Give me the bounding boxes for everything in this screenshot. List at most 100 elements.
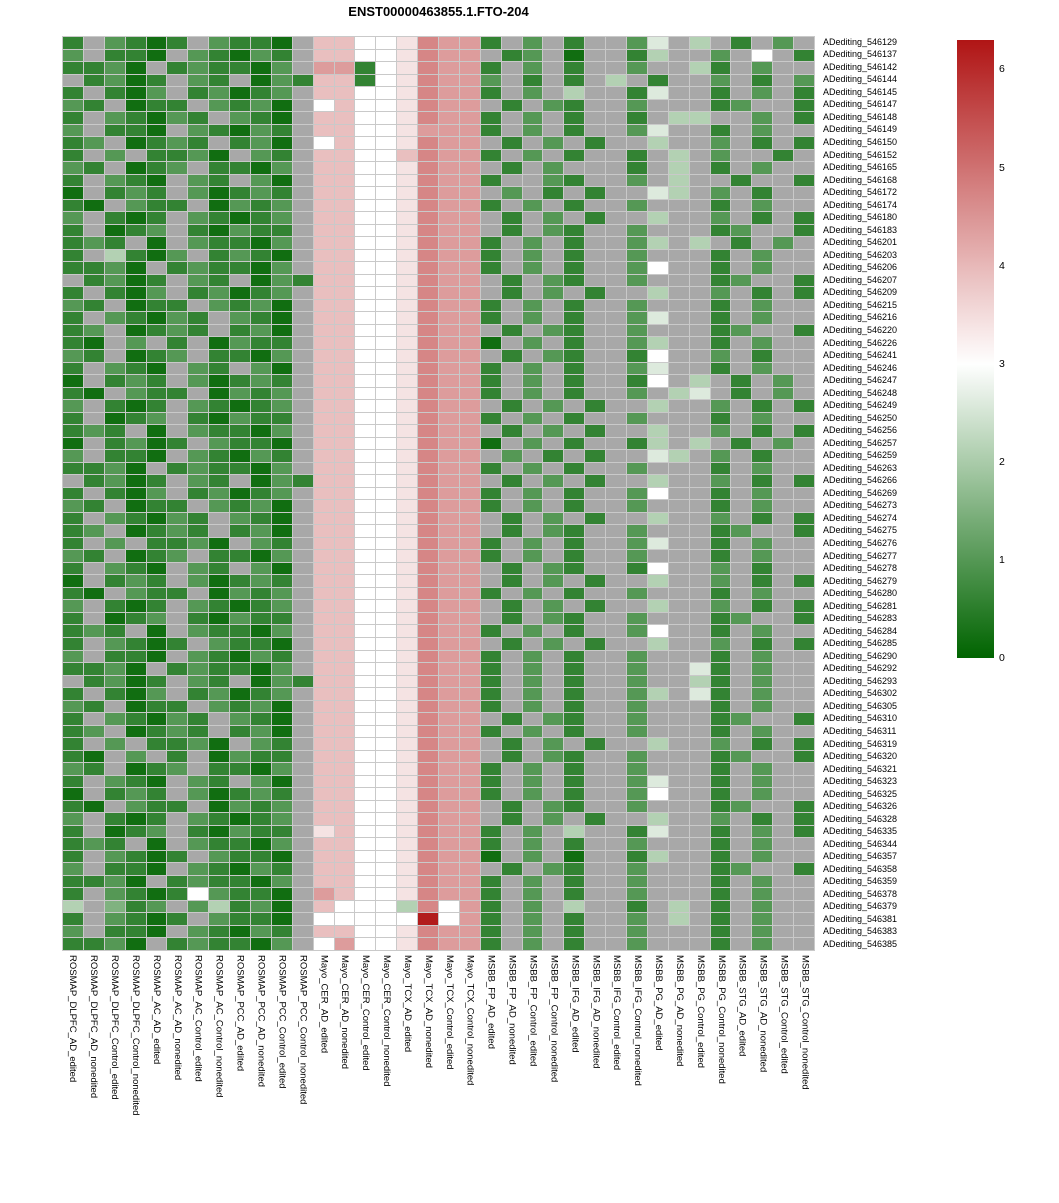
heatmap-cell bbox=[585, 537, 606, 550]
heatmap-cell bbox=[480, 788, 501, 800]
heatmap-cell bbox=[167, 425, 188, 437]
heatmap-cell bbox=[439, 562, 459, 575]
heatmap-cell bbox=[439, 913, 459, 925]
heatmap-cell bbox=[83, 199, 104, 212]
heatmap-cell bbox=[585, 137, 606, 149]
heatmap-cell bbox=[104, 224, 125, 237]
heatmap-cell bbox=[773, 750, 794, 763]
heatmap-cell bbox=[731, 913, 752, 925]
heatmap-cell bbox=[480, 375, 501, 387]
heatmap-cell bbox=[439, 324, 459, 337]
heatmap-cell bbox=[125, 87, 146, 99]
heatmap-cell bbox=[418, 287, 438, 299]
heatmap-cell bbox=[480, 87, 501, 99]
heatmap-cell bbox=[230, 738, 250, 750]
heatmap-cell bbox=[104, 37, 125, 49]
heatmap-cell bbox=[543, 600, 564, 612]
heatmap-cell bbox=[668, 99, 689, 112]
heatmap-cell bbox=[397, 224, 418, 237]
heatmap-cell bbox=[188, 487, 209, 500]
heatmap-cell bbox=[647, 412, 668, 425]
heatmap-cell bbox=[104, 650, 125, 663]
heatmap-cell bbox=[83, 738, 104, 750]
heatmap-cell bbox=[501, 124, 522, 137]
heatmap-cell bbox=[480, 475, 501, 487]
heatmap-cell bbox=[251, 487, 271, 500]
heatmap-cell bbox=[313, 612, 334, 625]
heatmap-cell bbox=[376, 650, 397, 663]
heatmap-cell bbox=[125, 450, 146, 462]
heatmap-cell bbox=[585, 112, 606, 124]
heatmap-cell bbox=[585, 850, 606, 863]
heatmap-cell bbox=[439, 124, 459, 137]
heatmap-cell bbox=[125, 788, 146, 800]
heatmap-cell bbox=[355, 512, 376, 525]
heatmap-cell bbox=[83, 299, 104, 312]
heatmap-cell bbox=[752, 838, 773, 850]
heatmap-cell bbox=[606, 800, 626, 813]
heatmap-cell bbox=[752, 324, 773, 337]
heatmap-cell bbox=[292, 700, 313, 713]
heatmap-cell bbox=[209, 738, 230, 750]
heatmap-cell bbox=[752, 87, 773, 99]
heatmap-cell bbox=[731, 487, 752, 500]
heatmap-cell bbox=[501, 913, 522, 925]
heatmap-cell bbox=[480, 612, 501, 625]
heatmap-cell bbox=[459, 262, 480, 274]
heatmap-cell bbox=[83, 825, 104, 838]
heatmap-cell bbox=[355, 913, 376, 925]
heatmap-cell bbox=[251, 562, 271, 575]
heatmap-cell bbox=[83, 562, 104, 575]
heatmap-cell bbox=[125, 688, 146, 700]
heatmap-cell bbox=[167, 575, 188, 587]
heatmap-cell bbox=[271, 37, 292, 49]
col-label-text: ROSMAP_AC_AD_edited bbox=[150, 955, 162, 1065]
heatmap-cell bbox=[188, 462, 209, 475]
heatmap-cell bbox=[188, 587, 209, 600]
heatmap-cell bbox=[418, 99, 438, 112]
heatmap-cell bbox=[355, 863, 376, 875]
heatmap-cell bbox=[313, 888, 334, 900]
heatmap-cell bbox=[83, 312, 104, 324]
heatmap-cell bbox=[606, 212, 626, 224]
heatmap-cell bbox=[689, 587, 710, 600]
heatmap-cell bbox=[251, 900, 271, 913]
heatmap-cell bbox=[292, 825, 313, 838]
heatmap-cell bbox=[83, 274, 104, 287]
heatmap-cell bbox=[355, 237, 376, 249]
heatmap-cell bbox=[334, 362, 355, 375]
heatmap-cell bbox=[146, 925, 167, 938]
heatmap-cell bbox=[480, 174, 501, 187]
heatmap-cell bbox=[230, 487, 250, 500]
heatmap-cell bbox=[564, 525, 585, 537]
heatmap-cell bbox=[313, 525, 334, 537]
heatmap-cell bbox=[334, 324, 355, 337]
heatmap-cell bbox=[627, 575, 647, 587]
heatmap-cell bbox=[167, 400, 188, 412]
heatmap-cell bbox=[334, 62, 355, 74]
heatmap-cell bbox=[439, 287, 459, 299]
heatmap-cell bbox=[627, 587, 647, 600]
heatmap-cell bbox=[731, 813, 752, 825]
heatmap-cell bbox=[543, 124, 564, 137]
heatmap-cell bbox=[459, 800, 480, 813]
heatmap-cell bbox=[606, 350, 626, 362]
heatmap-cell bbox=[83, 149, 104, 162]
heatmap-cell bbox=[334, 587, 355, 600]
heatmap-cell bbox=[397, 375, 418, 387]
heatmap-cell bbox=[668, 249, 689, 262]
heatmap-cell bbox=[230, 913, 250, 925]
heatmap-cell bbox=[418, 838, 438, 850]
heatmap-cell bbox=[63, 462, 83, 475]
heatmap-cell bbox=[752, 863, 773, 875]
row-label: ADediting_546302 bbox=[823, 688, 898, 699]
heatmap-cell bbox=[459, 162, 480, 174]
heatmap-cell bbox=[439, 237, 459, 249]
heatmap-cell bbox=[292, 437, 313, 450]
heatmap-cell bbox=[63, 725, 83, 738]
heatmap-cell bbox=[543, 675, 564, 688]
heatmap-cell bbox=[167, 387, 188, 400]
heatmap-cell bbox=[418, 888, 438, 900]
heatmap-cell bbox=[731, 437, 752, 450]
heatmap-cell bbox=[668, 324, 689, 337]
